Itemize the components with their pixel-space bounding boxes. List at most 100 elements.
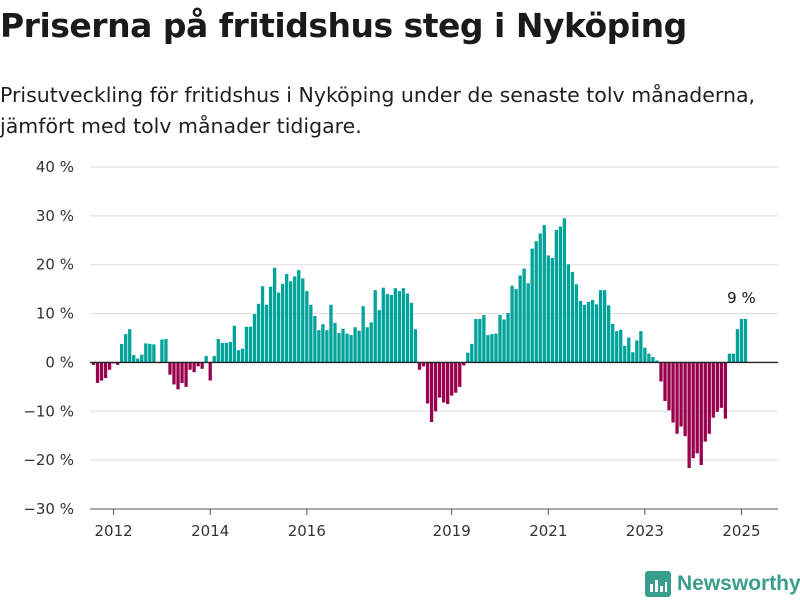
x-tick-label: 2012 — [95, 522, 133, 540]
bar-2023-07 — [667, 362, 671, 411]
y-tick-label: 40 % — [36, 158, 74, 176]
bar-2022-07 — [619, 329, 623, 363]
bar-2013-07 — [184, 362, 188, 387]
bar-2016-10 — [341, 328, 345, 363]
bar-2014-05 — [224, 342, 228, 363]
bar-2014-06 — [228, 341, 232, 363]
bar-2023-08 — [671, 362, 675, 423]
bar-2021-09 — [578, 300, 583, 363]
bar-2020-05 — [514, 289, 518, 363]
bar-2018-01 — [401, 288, 406, 363]
bar-2018-09 — [433, 362, 438, 412]
bar-2020-03 — [506, 313, 510, 363]
bar-2012-08 — [140, 354, 144, 363]
bar-2023-06 — [663, 362, 667, 402]
bar-2016-12 — [349, 335, 353, 363]
x-tick-label: 2025 — [722, 522, 760, 540]
bar-2018-12 — [446, 362, 450, 404]
bar-2020-02 — [502, 319, 506, 363]
bar-2017-03 — [361, 306, 365, 363]
bar-2013-01 — [160, 339, 164, 363]
bar-2011-08 — [91, 362, 96, 365]
bar-2021-06 — [566, 264, 571, 363]
bar-2016-03 — [313, 316, 317, 363]
x-tick-label: 2019 — [433, 522, 471, 540]
bar-2013-12 — [204, 356, 208, 363]
bar-2017-09 — [385, 294, 389, 363]
y-tick-label: 20 % — [36, 256, 74, 274]
bar-2013-04 — [172, 362, 176, 385]
bar-2022-02 — [598, 290, 603, 363]
bar-2015-06 — [276, 292, 281, 363]
bar-2015-03 — [264, 304, 269, 363]
bar-2017-01 — [353, 327, 357, 363]
bar-2014-08 — [236, 350, 241, 363]
bar-2015-09 — [289, 281, 293, 363]
bar-2024-04 — [703, 362, 707, 442]
bar-2014-02 — [212, 356, 216, 363]
bar-2020-09 — [530, 248, 534, 363]
bar-2015-10 — [293, 276, 297, 363]
brand-name: Newsworthy — [677, 572, 800, 595]
x-tick-label: 2021 — [529, 522, 567, 540]
bar-2024-07 — [715, 362, 719, 412]
bar-2012-02 — [116, 362, 120, 365]
x-tick-label: 2014 — [191, 522, 229, 540]
gridlines — [90, 166, 778, 510]
bar-2022-11 — [635, 340, 639, 363]
bar-2023-09 — [675, 362, 679, 434]
bar-2012-04 — [124, 334, 128, 363]
bar-2014-09 — [240, 348, 245, 363]
bar-2024-01 — [691, 362, 695, 459]
bar-2013-06 — [180, 362, 184, 383]
bar-2022-01 — [594, 304, 599, 363]
bar-2012-03 — [120, 343, 124, 363]
bar-2011-10 — [99, 362, 104, 381]
bar-2022-12 — [639, 331, 643, 363]
x-tick-label: 2016 — [288, 522, 326, 540]
bar-2018-05 — [417, 362, 422, 370]
bar-2018-07 — [425, 362, 430, 404]
bar-2014-03 — [216, 338, 220, 363]
bar-2016-05 — [321, 324, 325, 363]
bar-2017-02 — [357, 330, 361, 363]
bar-2016-11 — [345, 333, 349, 363]
bar-2018-10 — [437, 362, 442, 398]
bar-2025-01 — [739, 318, 744, 363]
bar-2019-09 — [482, 315, 486, 363]
bar-2012-11 — [152, 344, 156, 363]
bar-2020-12 — [542, 225, 546, 363]
bar-2024-12 — [735, 329, 740, 363]
bar-2019-05 — [466, 352, 470, 363]
bar-2024-08 — [719, 362, 723, 408]
bar-2013-08 — [188, 362, 192, 370]
bar-2014-01 — [208, 362, 212, 381]
bar-2016-08 — [333, 322, 337, 363]
bar-2018-06 — [421, 362, 426, 367]
bar-2018-03 — [409, 302, 414, 363]
bar-2011-11 — [103, 362, 108, 379]
bar-2014-10 — [244, 326, 249, 363]
bar-2021-02 — [550, 257, 554, 363]
bar-2014-12 — [252, 314, 257, 363]
bar-2017-10 — [389, 295, 393, 363]
bar-2024-03 — [699, 362, 703, 466]
x-axis: 2012 2014 2016 2019 2021 2023 2025 — [90, 361, 778, 540]
bar-2019-02 — [454, 362, 458, 393]
bar-2013-11 — [200, 362, 204, 369]
bar-2019-06 — [470, 343, 474, 363]
bar-2022-03 — [602, 290, 607, 363]
bar-2012-09 — [144, 343, 148, 363]
bar-2012-10 — [148, 343, 152, 363]
bar-2020-01 — [498, 315, 502, 363]
bar-2017-08 — [381, 287, 385, 363]
bar-2018-04 — [413, 329, 418, 363]
bar-undefined — [743, 318, 748, 363]
bar-2019-07 — [474, 318, 478, 363]
bar-2019-04 — [462, 362, 466, 366]
bar-2016-02 — [309, 304, 313, 363]
bar-2012-05 — [128, 329, 132, 363]
bar-2019-10 — [486, 335, 490, 363]
bar-2022-06 — [615, 331, 619, 363]
